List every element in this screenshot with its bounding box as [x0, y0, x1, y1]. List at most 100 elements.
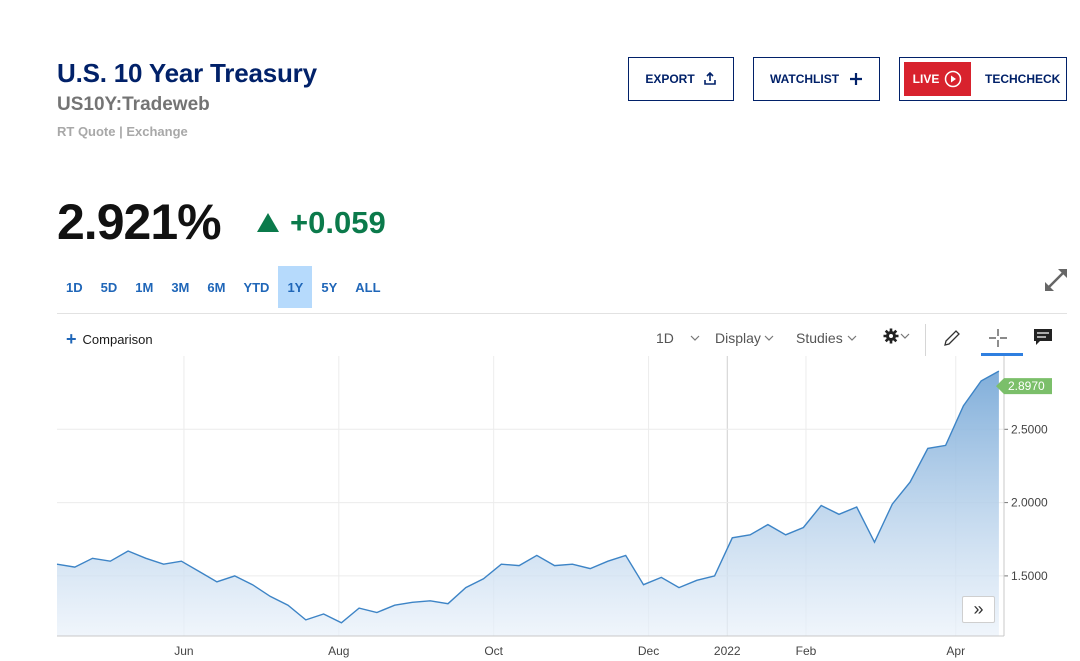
- display-label: Display: [715, 330, 761, 346]
- x-tick-label: Aug: [328, 644, 349, 658]
- data-point: [660, 576, 662, 578]
- chevron-down-icon: [847, 335, 857, 341]
- data-point: [305, 619, 307, 621]
- data-point: [625, 554, 627, 556]
- chevron-down-icon: [764, 335, 774, 341]
- comparison-button[interactable]: + Comparison: [66, 329, 153, 349]
- data-point: [269, 595, 271, 597]
- data-point: [607, 560, 609, 562]
- data-point: [482, 578, 484, 580]
- range-1d[interactable]: 1D: [66, 279, 83, 295]
- techcheck-label: TECHCHECK: [985, 72, 1061, 86]
- range-ytd[interactable]: YTD: [243, 279, 270, 295]
- price-line: [56, 370, 1000, 624]
- data-point: [553, 564, 555, 566]
- data-point: [518, 564, 520, 566]
- range-all[interactable]: ALL: [355, 279, 381, 295]
- share-icon: [703, 72, 716, 85]
- data-point: [873, 541, 875, 543]
- data-point: [589, 567, 591, 569]
- live-badge: LIVE: [904, 62, 971, 96]
- comparison-label: Comparison: [82, 332, 153, 347]
- chevron-down-icon: [900, 333, 910, 339]
- x-tick-label: Dec: [638, 644, 659, 658]
- range-3m[interactable]: 3M: [171, 279, 190, 295]
- data-point: [927, 447, 929, 449]
- live-techcheck-button[interactable]: LIVE TECHCHECK: [899, 57, 1067, 101]
- interval-dropdown[interactable]: 1D: [656, 330, 702, 346]
- active-tool-indicator: [981, 353, 1023, 356]
- export-button[interactable]: EXPORT: [628, 57, 734, 101]
- y-tick-label: 1.5000: [1011, 569, 1048, 583]
- toolbar-divider: [925, 324, 926, 356]
- price-change: +0.059: [257, 205, 386, 241]
- data-point: [56, 563, 58, 565]
- play-circle-icon: [945, 70, 962, 88]
- pencil-icon[interactable]: [942, 328, 962, 348]
- gear-icon: [883, 328, 899, 344]
- data-point: [145, 557, 147, 559]
- data-point: [322, 613, 324, 615]
- range-1m[interactable]: 1M: [135, 279, 154, 295]
- plus-icon: +: [66, 329, 77, 349]
- range-selector: 1D 5D 1M 3M 6M YTD 1Y 5Y ALL: [57, 266, 390, 308]
- settings-dropdown[interactable]: [883, 328, 910, 344]
- expand-icon[interactable]: [1042, 266, 1070, 294]
- data-point: [429, 600, 431, 602]
- data-point: [838, 513, 840, 515]
- plus-icon: [850, 73, 863, 85]
- studies-label: Studies: [796, 330, 843, 346]
- interval-label: 1D: [656, 330, 674, 346]
- range-6m[interactable]: 6M: [207, 279, 226, 295]
- studies-dropdown[interactable]: Studies: [796, 330, 857, 346]
- data-point: [411, 601, 413, 603]
- data-point: [891, 503, 893, 505]
- data-point: [713, 575, 715, 577]
- export-label: EXPORT: [645, 72, 695, 86]
- data-point: [998, 370, 1000, 372]
- data-point: [287, 604, 289, 606]
- live-label: LIVE: [912, 72, 940, 86]
- x-tick-label: Oct: [484, 644, 503, 658]
- range-1y[interactable]: 1Y: [278, 266, 313, 308]
- price-chart[interactable]: Jun Aug Oct Dec 2022 Feb Apr 1.5000 2.0000 2.5000…: [0, 356, 1080, 661]
- data-point: [944, 444, 946, 446]
- watchlist-label: WATCHLIST: [769, 72, 840, 86]
- watchlist-button[interactable]: WATCHLIST: [753, 57, 880, 101]
- data-point: [358, 607, 360, 609]
- data-point: [465, 586, 467, 588]
- data-point: [447, 603, 449, 605]
- price-change-value: +0.059: [290, 205, 386, 240]
- crosshair-icon[interactable]: [988, 328, 1008, 348]
- y-tick-label: 2.5000: [1011, 422, 1048, 436]
- data-point: [980, 380, 982, 382]
- comment-icon[interactable]: [1033, 328, 1053, 346]
- data-point: [767, 523, 769, 525]
- data-point: [802, 526, 804, 528]
- chevron-down-icon: [690, 335, 700, 341]
- data-point: [784, 534, 786, 536]
- up-arrow-icon: [257, 212, 279, 232]
- data-point: [500, 563, 502, 565]
- last-price: 2.921%: [57, 194, 222, 250]
- range-5d[interactable]: 5D: [100, 279, 118, 295]
- double-chevron-right-icon: »: [973, 599, 984, 619]
- range-5y[interactable]: 5Y: [321, 279, 338, 295]
- x-tick-label: Feb: [796, 644, 817, 658]
- data-point: [180, 560, 182, 562]
- data-point: [91, 557, 93, 559]
- display-dropdown[interactable]: Display: [715, 330, 774, 346]
- data-point: [198, 570, 200, 572]
- scroll-to-latest-button[interactable]: »: [962, 596, 995, 623]
- quote-type-label: RT Quote | Exchange: [57, 124, 188, 139]
- x-tick-label: Apr: [946, 644, 965, 658]
- last-value-label: 2.8970: [1008, 379, 1045, 393]
- data-point: [109, 560, 111, 562]
- last-value-flag: [996, 378, 1052, 395]
- data-point: [696, 579, 698, 581]
- y-tick-label: 2.0000: [1011, 496, 1048, 510]
- data-point: [216, 581, 218, 583]
- data-point: [251, 583, 253, 585]
- price-area: [57, 371, 999, 636]
- data-point: [856, 506, 858, 508]
